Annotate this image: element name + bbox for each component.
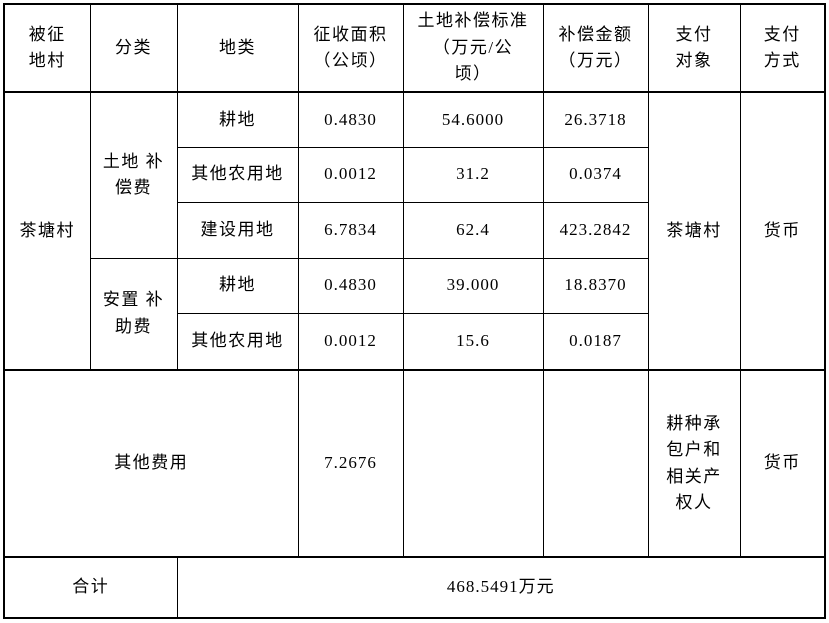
cell-standard: 62.4 bbox=[402, 201, 544, 259]
cell-village: 茶塘村 bbox=[3, 91, 91, 371]
cell-amount: 26.3718 bbox=[542, 91, 649, 148]
cell-land-type: 建设用地 bbox=[176, 201, 299, 259]
header-row: 被征 地村 分类 地类 征收面积 （公顷） 土地补偿标准 （万元/公 顷） 补偿… bbox=[3, 3, 826, 93]
cell-resettle-fee-label: 安置 补 助费 bbox=[89, 257, 178, 371]
table-row: 其他农用地 0.0012 15.6 0.0187 bbox=[4, 312, 825, 371]
header-standard: 土地补偿标准 （万元/公 顷） bbox=[402, 3, 544, 93]
cell-land-type: 其他农用地 bbox=[176, 146, 299, 203]
cell-pay-target: 茶塘村 bbox=[647, 91, 741, 371]
header-land-type: 地类 bbox=[176, 3, 299, 93]
cell-pay-method: 货币 bbox=[739, 91, 826, 371]
table-row: 建设用地 6.7834 62.4 423.2842 bbox=[4, 201, 825, 259]
header-amount: 补偿金额 （万元） bbox=[542, 3, 649, 93]
cell-amount: 0.0187 bbox=[542, 312, 649, 371]
cell-other-fees-amount bbox=[542, 369, 649, 558]
cell-area: 0.4830 bbox=[297, 257, 404, 314]
cell-land-type: 耕地 bbox=[176, 257, 299, 314]
header-category: 分类 bbox=[89, 3, 178, 93]
table-row: 合计 468.5491万元 bbox=[3, 556, 826, 619]
cell-land-type: 耕地 bbox=[176, 91, 299, 148]
header-pay-target: 支付 对象 bbox=[647, 3, 741, 93]
cell-land-comp-fee-label: 土地 补 偿费 bbox=[89, 91, 178, 259]
table-row: 茶塘村 土地 补 偿费 耕地 0.4830 54.6000 26.3718 茶塘… bbox=[3, 91, 826, 371]
cell-other-fees-pay-target: 耕种承 包户和 相关产 权人 bbox=[647, 369, 741, 558]
cell-standard: 15.6 bbox=[402, 312, 544, 371]
cell-standard: 39.000 bbox=[402, 257, 544, 314]
cell-area: 0.0012 bbox=[297, 146, 404, 203]
cell-amount: 18.8370 bbox=[542, 257, 649, 314]
cell-standard: 54.6000 bbox=[402, 91, 544, 148]
cell-land-type: 其他农用地 bbox=[176, 312, 299, 371]
header-pay-method: 支付 方式 bbox=[739, 3, 826, 93]
cell-amount: 423.2842 bbox=[542, 201, 649, 259]
cell-area: 0.0012 bbox=[297, 312, 404, 371]
cell-other-fees-pay-method: 货币 bbox=[739, 369, 826, 558]
cell-other-fees-area: 7.2676 bbox=[297, 369, 404, 558]
table-row: 安置 补 助费 耕地 0.4830 39.000 18.8370 bbox=[4, 257, 825, 371]
cell-total-label: 合计 bbox=[3, 556, 178, 619]
table-row: 其他费用 7.2676 耕种承 包户和 相关产 权人 货币 bbox=[3, 369, 826, 558]
cell-amount: 0.0374 bbox=[542, 146, 649, 203]
compensation-table: 被征 地村 分类 地类 征收面积 （公顷） 土地补偿标准 （万元/公 顷） 补偿… bbox=[3, 3, 826, 619]
cell-area: 6.7834 bbox=[297, 201, 404, 259]
header-village: 被征 地村 bbox=[3, 3, 91, 93]
cell-other-fees-standard bbox=[402, 369, 544, 558]
header-area: 征收面积 （公顷） bbox=[297, 3, 404, 93]
table-row: 其他农用地 0.0012 31.2 0.0374 bbox=[4, 146, 825, 203]
cell-other-fees-label: 其他费用 bbox=[3, 369, 299, 558]
cell-total-value: 468.5491万元 bbox=[176, 556, 826, 619]
cell-standard: 31.2 bbox=[402, 146, 544, 203]
cell-area: 0.4830 bbox=[297, 91, 404, 148]
